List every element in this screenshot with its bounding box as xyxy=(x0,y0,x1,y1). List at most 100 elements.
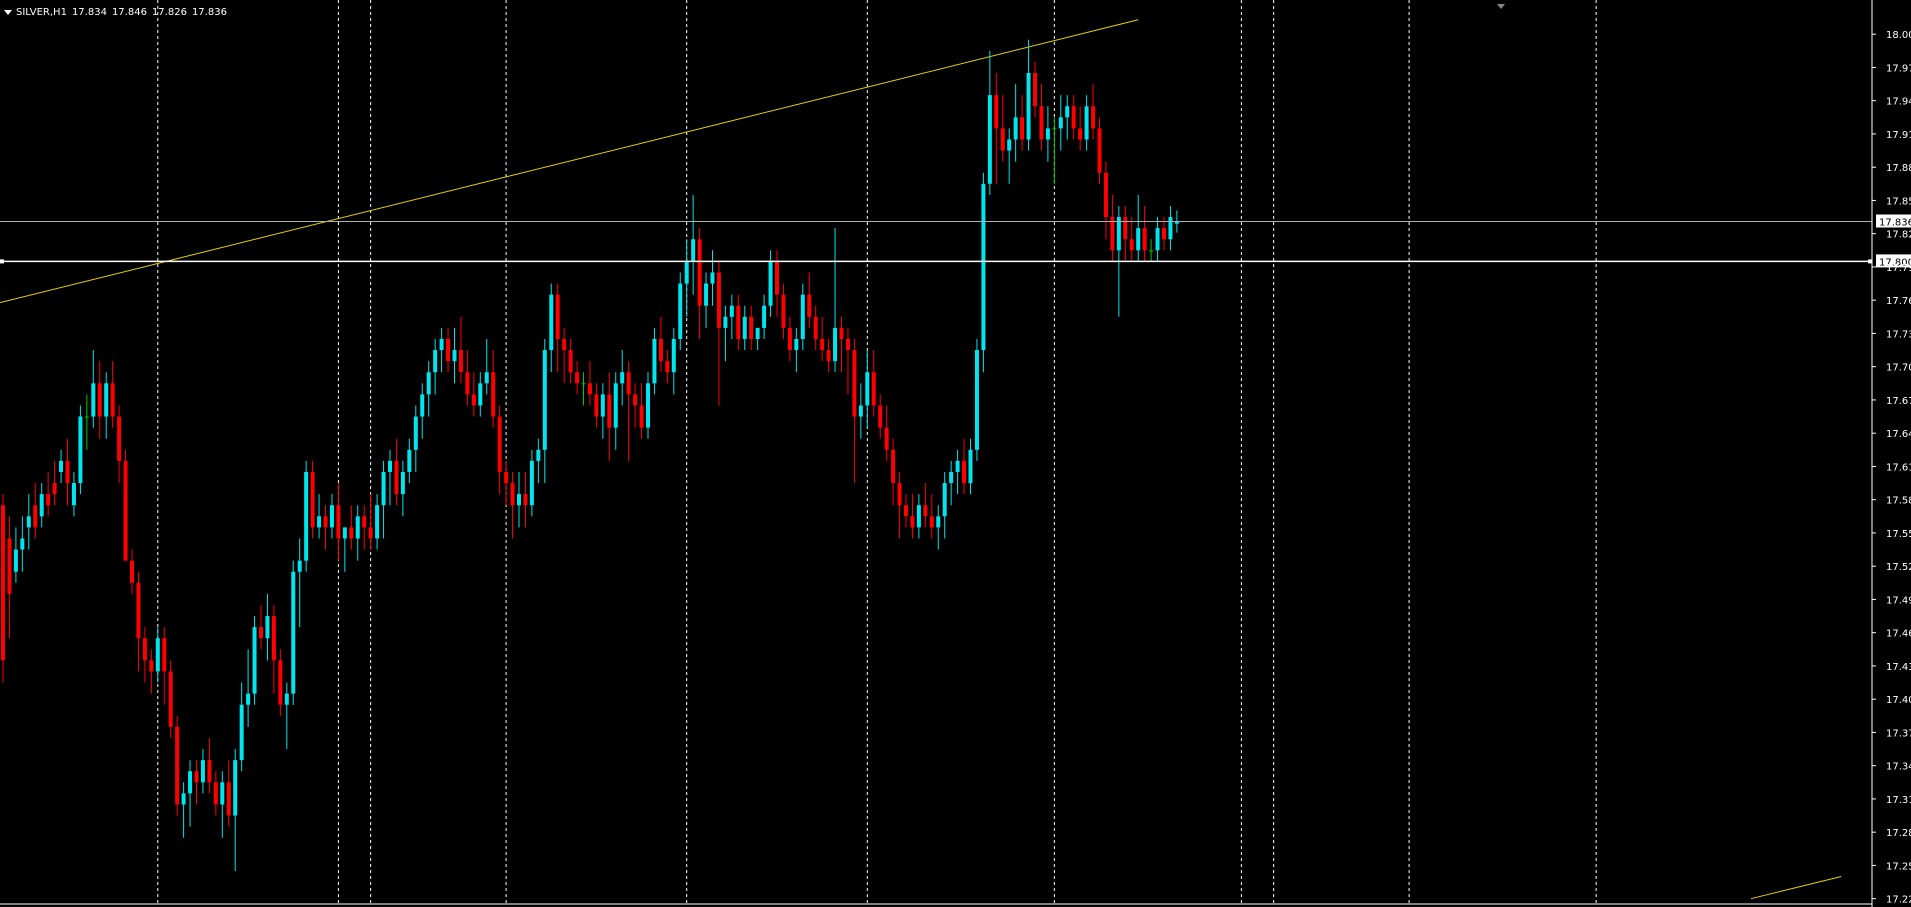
candle-body xyxy=(871,372,876,406)
price-tick-label: 17.585 xyxy=(1886,496,1911,507)
candle-body xyxy=(1000,128,1005,151)
horizontal-level-tag-text: 17.800 xyxy=(1879,257,1911,268)
candle-body xyxy=(20,538,25,550)
candle-body xyxy=(594,394,599,417)
horizontal-level-tag xyxy=(1876,254,1911,268)
candle-body xyxy=(845,338,850,351)
candle-body xyxy=(52,483,57,495)
candle-body xyxy=(355,516,360,539)
candle-body xyxy=(865,372,870,406)
candle-body xyxy=(336,505,341,539)
candle-body xyxy=(949,471,954,484)
candle-body xyxy=(110,383,115,417)
candle-body xyxy=(375,505,380,539)
candle-body xyxy=(394,460,399,495)
candle-body xyxy=(388,460,392,472)
candle-body xyxy=(755,327,760,339)
candle-body xyxy=(974,350,979,450)
candle-body xyxy=(600,394,605,417)
candle-body xyxy=(529,460,534,506)
candle-body xyxy=(620,372,625,384)
chart-shift-marker-icon[interactable] xyxy=(1497,4,1505,9)
candle-body xyxy=(542,350,547,450)
candle-body xyxy=(962,460,967,484)
candle-body xyxy=(78,416,83,484)
candle-body xyxy=(646,383,650,428)
price-tick-label: 17.525 xyxy=(1886,562,1911,573)
price-tick-label: 17.885 xyxy=(1886,163,1911,174)
candle-body xyxy=(613,383,618,428)
candle-body xyxy=(65,460,70,484)
candle-body xyxy=(458,350,463,373)
candle-body xyxy=(97,383,102,417)
candle-body xyxy=(91,383,96,417)
candle-body xyxy=(916,505,921,528)
candle-body xyxy=(194,771,199,783)
candle-body xyxy=(575,372,580,384)
candle-body xyxy=(1026,72,1031,140)
price-levels[interactable]: 17.836 17.800 xyxy=(0,214,1911,268)
candle-body xyxy=(478,383,483,406)
candle-body xyxy=(1142,228,1147,251)
candle-body xyxy=(33,505,38,528)
price-tick-label: 17.915 xyxy=(1886,130,1911,141)
price-tick-label: 17.765 xyxy=(1886,296,1911,307)
candle-body xyxy=(652,338,657,384)
candle-body xyxy=(1020,117,1025,140)
symbol-header: SILVER,H1 17.834 17.846 17.826 17.836 xyxy=(4,4,232,20)
candle-body xyxy=(142,638,147,661)
candle-body xyxy=(1045,128,1050,140)
current-price-tag xyxy=(1876,214,1911,228)
candle-body xyxy=(155,638,160,672)
candle-body xyxy=(246,693,251,705)
candle-body xyxy=(536,449,541,461)
candle-body xyxy=(413,416,418,450)
candle-body xyxy=(1007,139,1012,151)
candle-body xyxy=(633,394,638,406)
candle-body xyxy=(639,405,644,428)
candle-body xyxy=(175,726,180,805)
level-handle-right[interactable] xyxy=(1868,259,1872,264)
candle-body xyxy=(987,95,992,184)
candle-body xyxy=(259,627,263,639)
candle-body xyxy=(136,582,141,639)
candle-body xyxy=(665,361,670,373)
candle-body xyxy=(555,294,560,339)
candle-body xyxy=(1058,117,1063,129)
candle-body xyxy=(1084,106,1089,140)
price-tick-label: 17.495 xyxy=(1886,595,1911,606)
candle-body xyxy=(59,460,64,472)
trendlines[interactable] xyxy=(0,19,1842,900)
candle-body xyxy=(149,660,154,672)
candle-body xyxy=(762,305,767,328)
candle-body xyxy=(291,571,296,694)
trendline[interactable] xyxy=(0,19,1139,304)
trendline[interactable] xyxy=(1750,876,1842,900)
candle-body xyxy=(839,327,844,339)
candle-body xyxy=(523,494,528,506)
price-tick-label: 17.825 xyxy=(1886,230,1911,241)
dropdown-triangle-icon[interactable] xyxy=(4,9,12,15)
price-tick-label: 17.675 xyxy=(1886,396,1911,407)
candle-body xyxy=(562,338,567,351)
low-price: 17.826 xyxy=(151,6,187,18)
candle-body xyxy=(1149,250,1154,252)
price-tick-label: 17.405 xyxy=(1886,695,1911,706)
candle-body xyxy=(684,261,689,284)
candle-body xyxy=(420,394,425,417)
candle-body xyxy=(904,505,908,517)
candle-body xyxy=(426,372,431,395)
candle-body xyxy=(729,305,734,317)
candle-body xyxy=(942,483,947,517)
price-tick-label: 17.285 xyxy=(1886,828,1911,839)
price-tick-label: 17.705 xyxy=(1886,363,1911,374)
candle-body xyxy=(226,782,231,816)
level-handle-left[interactable] xyxy=(0,259,4,264)
candle-body xyxy=(465,372,470,395)
candle-body xyxy=(968,449,973,484)
candle-body xyxy=(265,616,270,639)
candle-body xyxy=(568,350,573,373)
candle-body xyxy=(1110,217,1115,251)
